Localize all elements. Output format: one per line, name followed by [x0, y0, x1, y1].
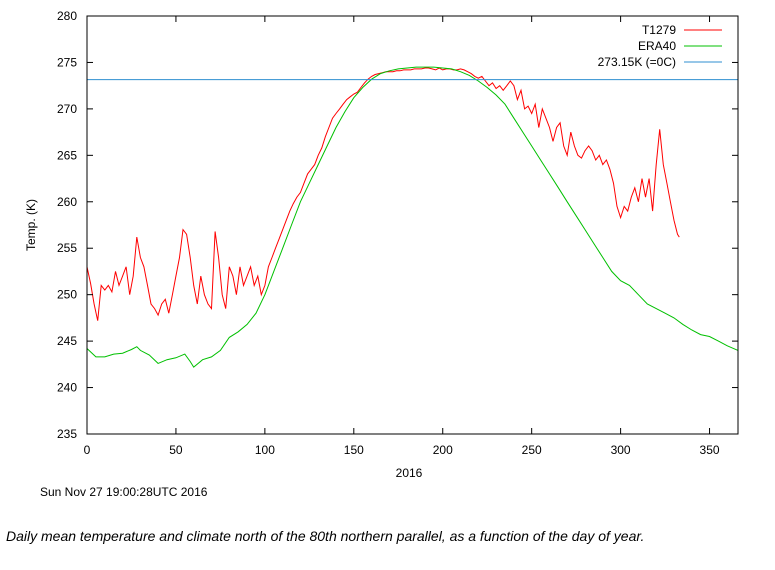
y-tick-label: 260: [57, 195, 77, 209]
tick-layer: 0 50 100 150 200 250 300 350 235 240 245 250 255 260 2…: [57, 9, 738, 457]
x-tick-label: 50: [169, 443, 183, 457]
legend-label-273-15k-0c: 273.15K (=0C): [598, 55, 676, 69]
x-tick-label: 0: [84, 443, 91, 457]
y-tick-label: 270: [57, 102, 77, 116]
series-layer: [86, 66, 739, 368]
y-tick-label: 240: [57, 381, 77, 395]
y-tick-label: 280: [57, 9, 77, 23]
plot-frame: [86, 15, 739, 435]
y-tick-label: 250: [57, 288, 77, 302]
legend-label-t1279: T1279: [642, 23, 676, 37]
y-tick-label: 245: [57, 334, 77, 348]
x-tick-label: 350: [700, 443, 720, 457]
x-tick-label: 100: [255, 443, 275, 457]
x-tick-label: 250: [522, 443, 542, 457]
y-axis-label: Temp. (K): [24, 199, 38, 251]
y-tick-label: 275: [57, 55, 77, 69]
x-tick-label: 300: [611, 443, 631, 457]
timestamp: Sun Nov 27 19:00:28UTC 2016: [40, 485, 208, 499]
legend-label-era40: ERA40: [638, 39, 676, 53]
temperature-chart: 0 50 100 150 200 250 300 350 235 240 245 250 255 260 2…: [24, 9, 739, 480]
x-tick-label: 200: [433, 443, 453, 457]
series-line-t1279: [86, 67, 680, 321]
legend: T1279 ERA40 273.15K (=0C): [598, 23, 722, 69]
x-axis-label: 2016: [396, 466, 423, 480]
series-line-era40: [86, 66, 739, 368]
y-tick-label: 255: [57, 241, 77, 255]
y-tick-label: 265: [57, 148, 77, 162]
y-tick-label: 235: [57, 427, 77, 441]
figure-caption: Daily mean temperature and climate north…: [6, 528, 645, 544]
x-tick-label: 150: [344, 443, 364, 457]
